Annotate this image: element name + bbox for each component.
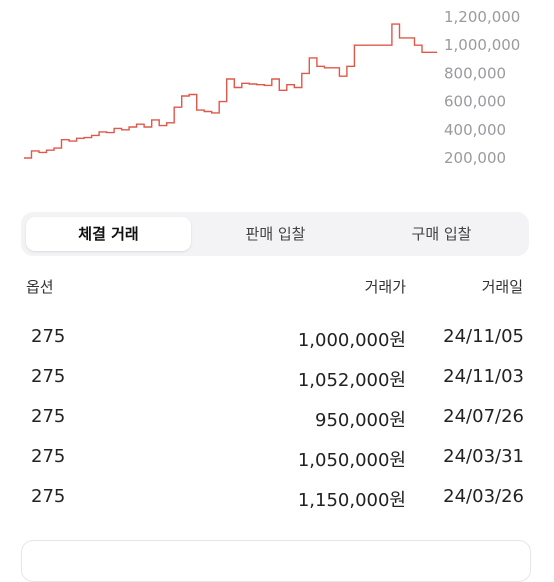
row-price: 950,000원 <box>315 410 406 431</box>
price-history-chart: 1,200,000 1,000,000 800,000 600,000 400,000 2… <box>24 8 520 167</box>
row-option: 275 <box>31 326 66 347</box>
row-option: 275 <box>31 406 66 427</box>
tab-executed-trades[interactable]: 체결 거래 <box>26 217 191 251</box>
trade-tabs: 체결 거래 판매 입찰 구매 입찰 <box>21 212 529 256</box>
row-date: 24/03/26 <box>443 486 524 507</box>
row-option: 275 <box>31 446 66 467</box>
y-tick-label: 200,000 <box>444 149 506 167</box>
y-tick-label: 1,000,000 <box>444 36 520 54</box>
header-price: 거래가 <box>364 278 406 296</box>
row-price: 1,150,000원 <box>297 490 406 511</box>
row-option: 275 <box>31 366 66 387</box>
table-row[interactable]: 275 1,150,000원 24/03/26 <box>0 486 554 516</box>
table-row[interactable]: 275 1,052,000원 24/11/03 <box>0 366 554 396</box>
y-tick-label: 800,000 <box>444 64 506 82</box>
row-date: 24/11/05 <box>443 326 524 347</box>
row-date: 24/03/31 <box>443 446 524 467</box>
table-row[interactable]: 275 950,000원 24/07/26 <box>0 406 554 436</box>
y-tick-label: 600,000 <box>444 93 506 111</box>
y-tick-label: 400,000 <box>444 121 506 139</box>
y-axis-ticks: 1,200,000 1,000,000 800,000 600,000 400,000 2… <box>444 8 520 167</box>
table-row[interactable]: 275 1,050,000원 24/03/31 <box>0 446 554 476</box>
row-date: 24/11/03 <box>443 366 524 387</box>
row-date: 24/07/26 <box>443 406 524 427</box>
row-price: 1,050,000원 <box>297 450 406 471</box>
tab-buy-bids[interactable]: 구매 입찰 <box>411 225 472 243</box>
tab-sell-bids[interactable]: 판매 입찰 <box>245 225 306 243</box>
row-price: 1,000,000원 <box>297 330 406 351</box>
header-option: 옵션 <box>26 278 54 296</box>
row-option: 275 <box>31 486 66 507</box>
price-line <box>24 23 437 159</box>
y-tick-label: 1,200,000 <box>444 8 520 26</box>
bottom-card[interactable] <box>21 540 531 582</box>
row-price: 1,052,000원 <box>297 370 406 391</box>
table-row[interactable]: 275 1,000,000원 24/11/05 <box>0 326 554 356</box>
header-date: 거래일 <box>481 278 523 296</box>
